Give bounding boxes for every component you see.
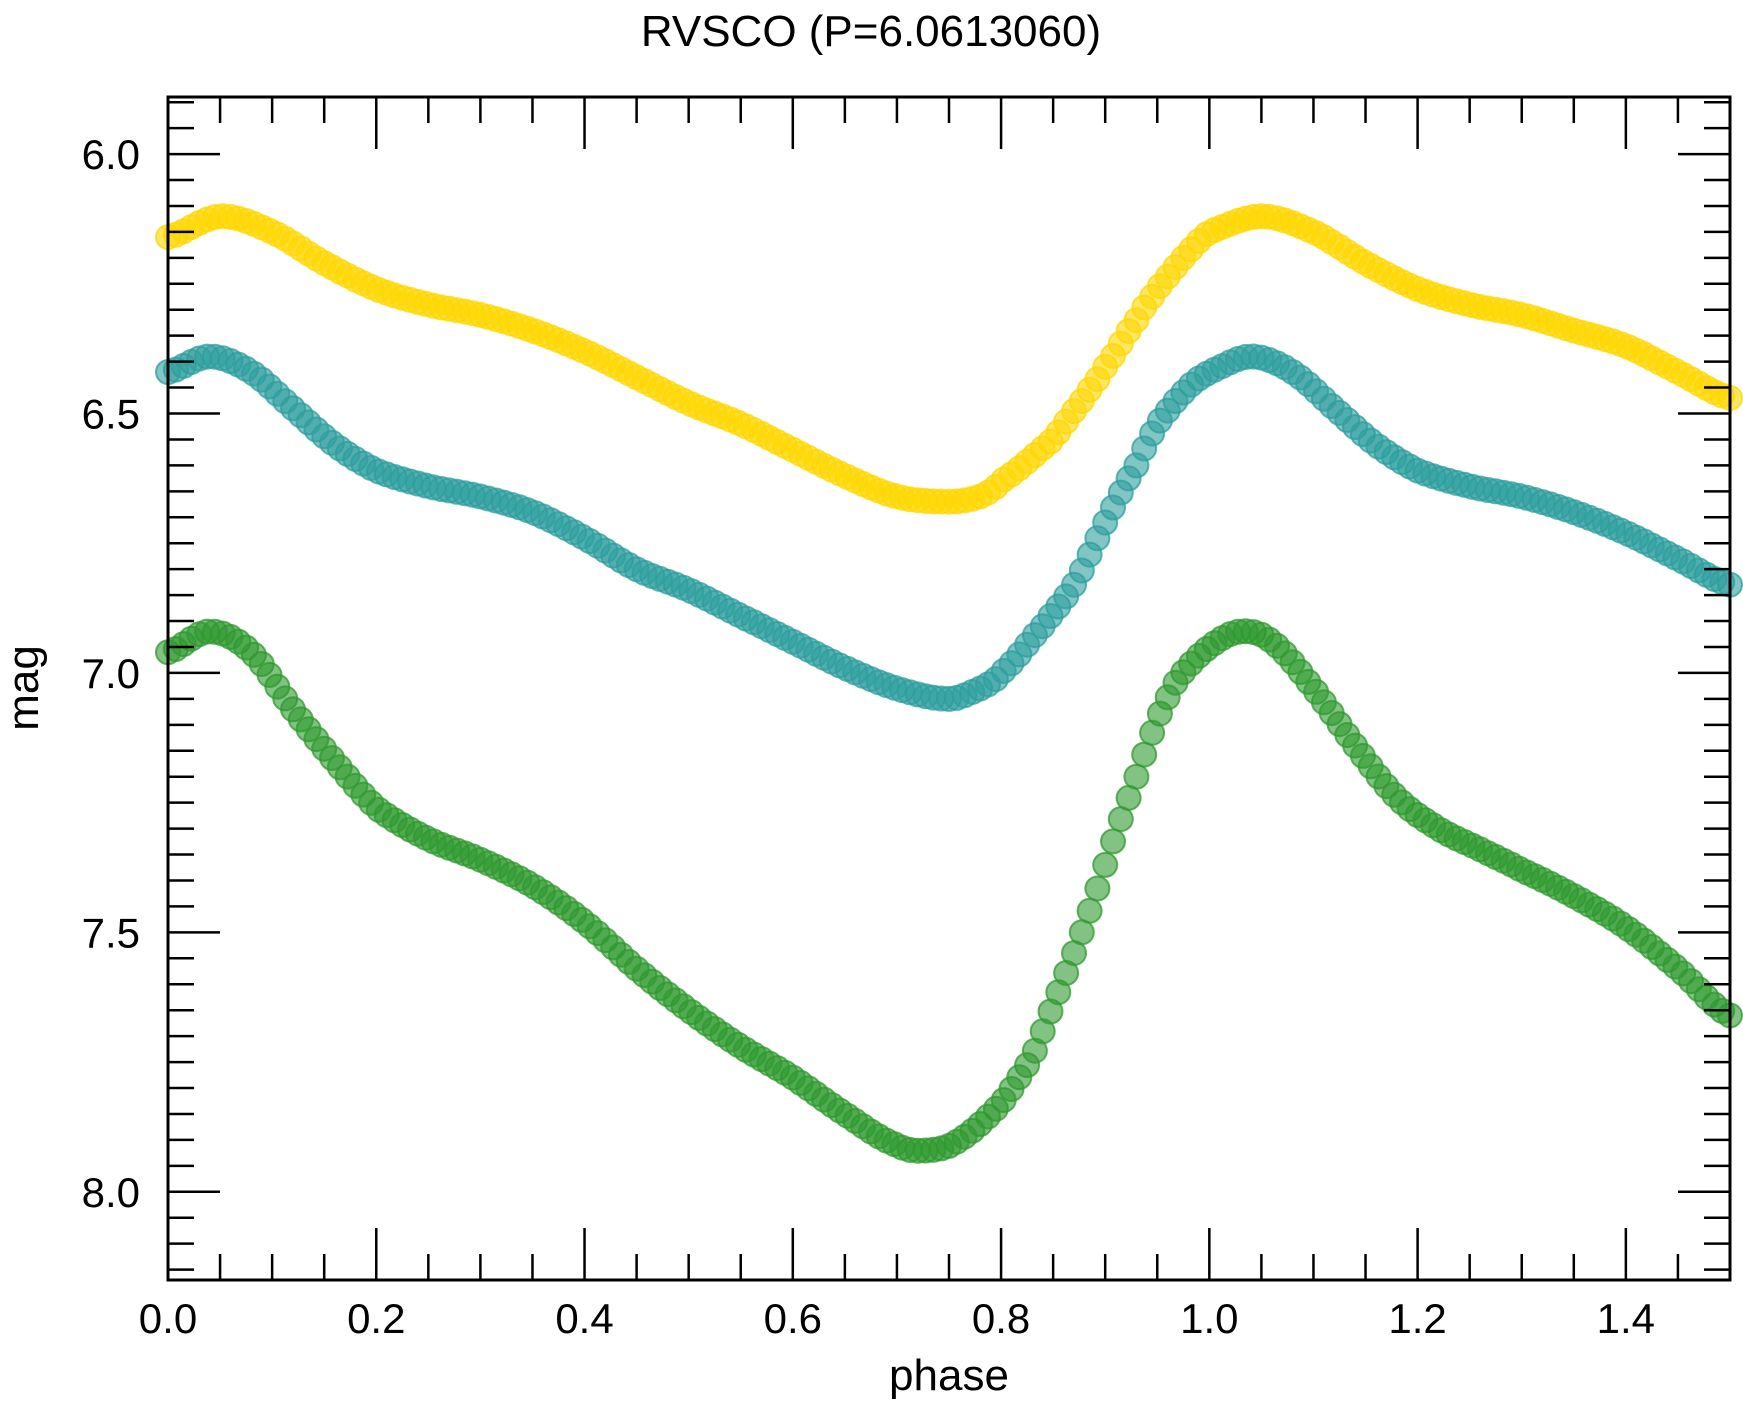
series-layer (155, 203, 1743, 1164)
y-tick-labels: 6.0 6.5 7.0 7.5 8.0 (82, 131, 140, 1216)
data-point (1131, 741, 1158, 768)
series-3 (155, 618, 1743, 1164)
x-tick-label: 0.0 (139, 1295, 197, 1342)
x-tick-label: 1.4 (1597, 1295, 1655, 1342)
y-tick-label: 7.5 (82, 909, 140, 956)
data-point (1092, 851, 1119, 878)
x-tick-label: 1.2 (1388, 1295, 1446, 1342)
y-tick-label: 7.0 (82, 650, 140, 697)
x-tick-label: 0.6 (764, 1295, 822, 1342)
data-point (1100, 828, 1126, 855)
y-tick-label: 8.0 (82, 1169, 140, 1216)
plot-frame (166, 95, 1732, 1282)
data-point (1123, 763, 1150, 790)
y-tick-label: 6.0 (82, 131, 140, 178)
x-tick-label: 0.4 (555, 1295, 613, 1342)
data-point (1076, 897, 1103, 924)
x-tick-label: 1.0 (1180, 1295, 1238, 1342)
x-tick-labels: 0.0 0.2 0.4 0.6 0.8 1.0 1.2 1.4 (139, 1295, 1655, 1342)
y-axis-label: mag (0, 645, 48, 731)
data-point (1084, 875, 1111, 902)
tick-marks (166, 97, 1732, 1280)
series-2 (155, 343, 1743, 712)
series-1 (155, 203, 1743, 515)
x-tick-label: 0.8 (972, 1295, 1030, 1342)
y-tick-label: 6.5 (82, 391, 140, 438)
x-tick-label: 0.2 (347, 1295, 405, 1342)
chart-title: RVSCO (P=6.0613060) (641, 7, 1101, 56)
data-point (1068, 919, 1095, 946)
x-axis-label: phase (889, 1351, 1009, 1400)
